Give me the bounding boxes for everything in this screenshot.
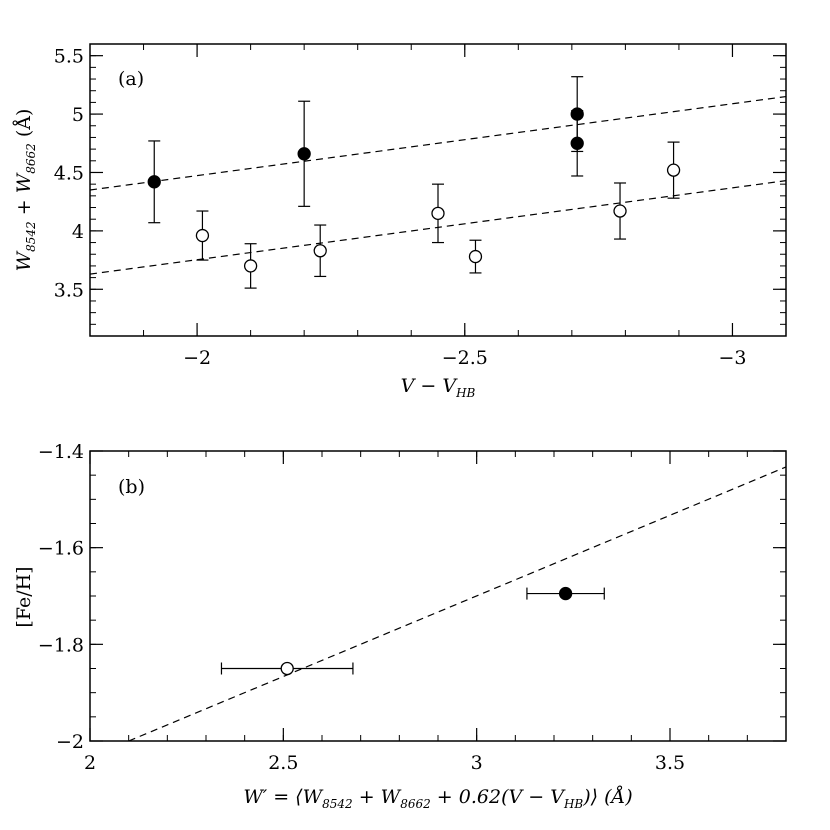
panel-b-ytick-label: −1.8 xyxy=(38,634,84,656)
panel-a: −2 −2.5 −3 3.5 4 4.5 5 5.5 (a) V − VHB W8542 + … xyxy=(13,43,787,400)
panel-b-ytick-label: −2 xyxy=(56,731,84,753)
panel-a-open-point xyxy=(468,249,483,264)
panel-b: 2 2.5 3 3.5 −2 −1.8 −1.6 −1.4 (b) W′ = ⟨W8542 +… xyxy=(13,441,787,811)
panel-b-ytick-label: −1.4 xyxy=(38,441,84,463)
panel-a-ytick-label: 4.5 xyxy=(54,162,84,184)
panel-a-filled-point xyxy=(570,136,584,150)
panel-b-xtick-label: 2.5 xyxy=(268,752,298,774)
panel-b-minor-ticks xyxy=(89,450,787,742)
panel-a-ticks: −2 −2.5 −3 3.5 4 4.5 5 5.5 xyxy=(54,44,786,369)
panel-b-calibration-line xyxy=(128,466,787,742)
panel-a-open-point xyxy=(195,228,210,243)
panel-b-xtick-label: 3.5 xyxy=(655,752,685,774)
panel-a-ylabel: W8542 + W8662 (Å) xyxy=(13,109,38,272)
panel-a-filled-point xyxy=(297,147,311,161)
panel-a-open-point xyxy=(666,163,681,177)
panel-b-label: (b) xyxy=(118,476,145,498)
panel-a-xtick-label: −3 xyxy=(718,347,746,369)
panel-a-open-point xyxy=(313,244,327,258)
panel-a-label: (a) xyxy=(118,68,144,90)
panel-a-xtick-label: −2.5 xyxy=(442,347,488,369)
panel-b-frame xyxy=(89,450,787,742)
panel-b-xtick-label: 3 xyxy=(471,752,483,774)
panel-b-ylabel: [Fe/H] xyxy=(13,566,35,627)
panel-a-ytick-label: 5 xyxy=(72,104,84,126)
panel-b-xtick-label: 2 xyxy=(84,752,96,774)
panel-a-filled-point xyxy=(147,175,161,189)
panel-b-ticks: 2 2.5 3 3.5 −2 −1.8 −1.6 −1.4 xyxy=(38,441,786,774)
panel-b-xlabel: W′ = ⟨W8542 + W8662 + 0.62(V − VHB)⟩ (Å) xyxy=(243,786,632,811)
panel-a-open-point xyxy=(613,204,627,218)
panel-b-open-point xyxy=(280,661,294,676)
panel-a-ytick-label: 4 xyxy=(72,221,84,243)
panel-a-ytick-label: 3.5 xyxy=(54,279,84,301)
panel-b-points xyxy=(220,586,605,676)
panel-a-xlabel: V − VHB xyxy=(401,375,476,400)
panel-a-points xyxy=(147,76,681,289)
panel-b-ytick-label: −1.6 xyxy=(38,538,84,560)
panel-a-xtick-label: −2 xyxy=(183,347,211,369)
panel-a-open-point xyxy=(243,259,258,273)
panel-b-fit-lines xyxy=(128,466,787,742)
panel-a-ytick-label: 5.5 xyxy=(54,46,84,68)
panel-a-open-point xyxy=(431,206,445,221)
panel-b-filled-point xyxy=(558,586,573,601)
panel-a-filled-fit-line xyxy=(89,95,787,191)
